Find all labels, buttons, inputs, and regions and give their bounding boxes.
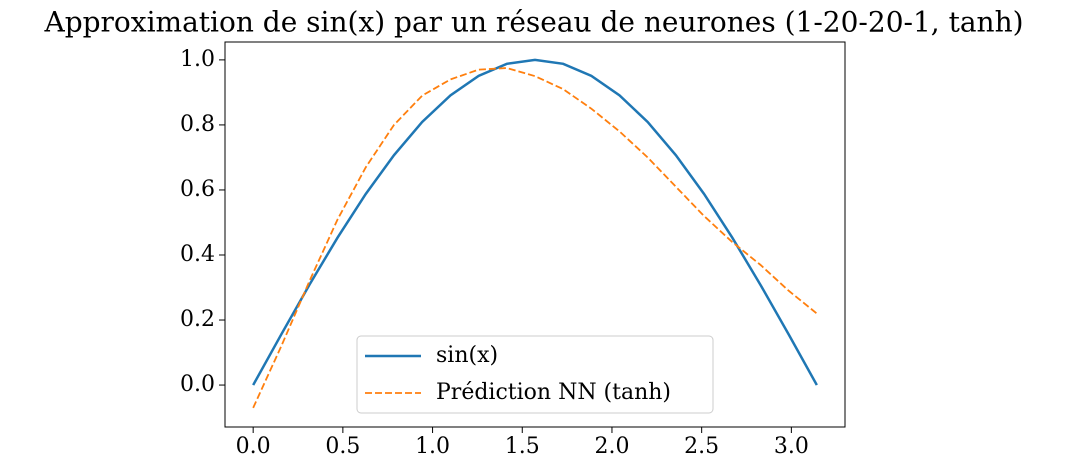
- x-tick-label: 2.5: [684, 434, 719, 459]
- y-tick-label: 0.6: [180, 177, 215, 202]
- x-tick-label: 0.5: [325, 434, 360, 459]
- x-tick-label: 1.0: [415, 434, 450, 459]
- legend-label: sin(x): [436, 343, 498, 368]
- x-tick-label: 1.5: [505, 434, 540, 459]
- y-tick-label: 0.0: [180, 372, 215, 397]
- y-tick-label: 0.2: [180, 307, 215, 332]
- x-tick-label: 3.0: [774, 434, 809, 459]
- y-tick-label: 0.8: [180, 112, 215, 137]
- chart-title: Approximation de sin(x) par un réseau de…: [43, 6, 1023, 39]
- legend-label: Prédiction NN (tanh): [436, 380, 671, 405]
- y-tick-label: 1.0: [180, 47, 215, 72]
- x-tick-label: 2.0: [594, 434, 629, 459]
- legend-box: [356, 335, 714, 414]
- series-line: [252, 67, 818, 409]
- axes-frame: [224, 41, 846, 428]
- series-line: [252, 58, 818, 386]
- y-tick-label: 0.4: [180, 242, 215, 267]
- x-tick-label: 0.0: [236, 434, 271, 459]
